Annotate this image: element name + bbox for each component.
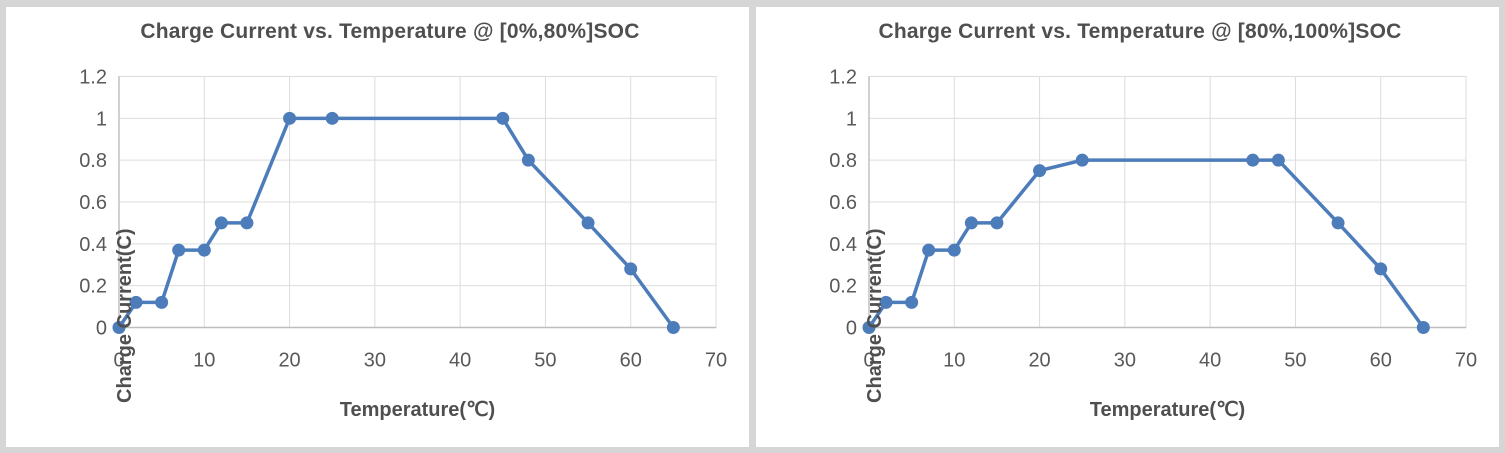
data-point <box>197 243 211 257</box>
x-tick-label: 30 <box>364 350 386 372</box>
y-axis-label: Charge Current(C) <box>864 228 887 403</box>
x-tick-label: 0 <box>113 350 124 372</box>
y-tick-label: 1.2 <box>829 67 857 89</box>
data-point <box>1374 262 1388 276</box>
y-tick-label: 0.8 <box>79 150 107 172</box>
x-tick-label: 60 <box>1370 350 1392 372</box>
x-tick-label: 60 <box>620 350 642 372</box>
y-tick-label: 0.2 <box>79 276 107 298</box>
x-tick-label: 40 <box>449 350 471 372</box>
data-line <box>867 158 1426 330</box>
x-tick-label: 0 <box>863 350 874 372</box>
x-tick-label: 50 <box>534 350 556 372</box>
chart-title: Charge Current vs. Temperature @ [0%,80%… <box>140 20 640 43</box>
data-point <box>581 216 595 230</box>
data-point <box>666 321 680 334</box>
x-axis-label: Temperature(℃) <box>1089 399 1246 421</box>
data-point <box>155 295 169 309</box>
y-tick-label: 1 <box>846 108 857 130</box>
x-tick-label: 20 <box>1028 350 1050 372</box>
x-tick-label: 10 <box>193 350 215 372</box>
data-point <box>1033 164 1047 178</box>
chart-panel-80-100-soc: Charge Current vs. Temperature @ [80%,10… <box>756 7 1499 447</box>
data-point <box>1271 153 1285 167</box>
y-tick-label: 1.2 <box>79 67 107 89</box>
y-tick-label: 0 <box>96 318 107 340</box>
data-point <box>905 295 919 309</box>
y-tick-label: 0.6 <box>829 192 857 214</box>
data-point <box>947 243 961 257</box>
y-tick-label: 0.8 <box>829 150 857 172</box>
data-point <box>990 216 1004 230</box>
data-point <box>240 216 254 230</box>
data-point <box>521 153 535 167</box>
chart-panel-0-80-soc: Charge Current vs. Temperature @ [0%,80%… <box>6 7 749 447</box>
data-point <box>112 321 126 334</box>
data-point <box>862 321 876 334</box>
y-tick-label: 0 <box>846 318 857 340</box>
x-tick-label: 10 <box>943 350 965 372</box>
y-axis-label: Charge Current(C) <box>114 228 137 403</box>
x-axis-label: Temperature(℃) <box>339 399 496 421</box>
data-point <box>496 111 510 125</box>
y-tick-label: 1 <box>96 108 107 130</box>
data-point <box>624 262 638 276</box>
data-point <box>283 111 297 125</box>
data-point <box>879 295 893 309</box>
data-point <box>129 295 143 309</box>
y-tick-label: 0.4 <box>79 234 107 256</box>
data-point <box>1416 321 1430 334</box>
y-tick-label: 0.2 <box>829 276 857 298</box>
data-line <box>117 116 676 330</box>
line-chart-80-100-soc: 0 10 20 30 40 50 60 70 0 0.2 0.4 0.6 0.8 1 1.2 <box>829 67 1477 372</box>
data-point <box>964 216 978 230</box>
chart-title: Charge Current vs. Temperature @ [80%,10… <box>878 20 1402 43</box>
y-tick-label: 0.4 <box>829 234 857 256</box>
data-point <box>325 111 339 125</box>
data-point <box>172 243 186 257</box>
y-tick-label: 0.6 <box>79 192 107 214</box>
line-chart-0-80-soc: 0 10 20 30 40 50 60 70 0 0.2 0.4 0.6 0.8 1 1.2 <box>79 67 727 372</box>
x-tick-label: 20 <box>278 350 300 372</box>
x-tick-label: 70 <box>705 350 727 372</box>
data-point <box>1246 153 1260 167</box>
x-tick-label: 50 <box>1284 350 1306 372</box>
data-point <box>1331 216 1345 230</box>
data-point <box>214 216 228 230</box>
data-point <box>922 243 936 257</box>
x-tick-label: 70 <box>1455 350 1477 372</box>
x-tick-label: 40 <box>1199 350 1221 372</box>
data-point <box>1075 153 1089 167</box>
x-tick-label: 30 <box>1114 350 1136 372</box>
